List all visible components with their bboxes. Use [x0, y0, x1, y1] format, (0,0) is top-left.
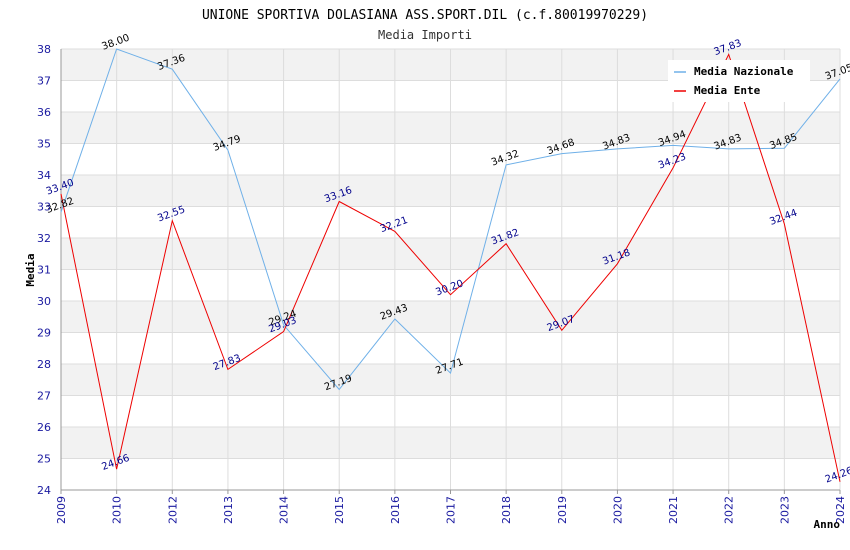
series-line-nazionale — [60, 48, 841, 391]
x-tick-label: 2023 — [778, 496, 791, 524]
y-tick-label: 36 — [37, 106, 51, 119]
y-tick-label: 30 — [37, 295, 51, 308]
x-tick-label: 2018 — [500, 496, 513, 524]
x-tick-label: 2012 — [166, 496, 179, 524]
y-tick-label: 28 — [37, 358, 51, 371]
legend-box — [668, 60, 810, 102]
legend: Media Nazionale Media Ente — [668, 60, 810, 102]
y-tick-label: 37 — [37, 75, 51, 88]
x-tick-label: 2014 — [278, 496, 291, 524]
x-tick-label: 2009 — [55, 496, 68, 524]
y-tick-label: 33 — [37, 201, 51, 214]
y-axis-label: Media — [24, 253, 37, 286]
x-tick-label: 2022 — [723, 496, 736, 524]
y-tick-label: 32 — [37, 232, 51, 245]
x-tick-label: 2013 — [222, 496, 235, 524]
x-axis-label: Anno — [814, 518, 841, 531]
tick-labels: 24 25 26 27 28 29 30 31 32 33 34 35 36 37 38 2009 2010 20… — [37, 43, 847, 524]
data-label-ente: 32.44 — [768, 208, 799, 228]
y-tick-label: 34 — [37, 169, 51, 182]
y-tick-label: 35 — [37, 138, 51, 151]
y-tick-label: 31 — [37, 264, 51, 277]
x-tick-label: 2010 — [111, 496, 124, 524]
y-tick-label: 27 — [37, 390, 51, 403]
chart-subtitle: Media Importi — [378, 28, 472, 42]
x-tick-label: 2017 — [445, 496, 458, 524]
y-tick-label: 26 — [37, 421, 51, 434]
x-tick-label: 2020 — [611, 496, 624, 524]
x-tick-label: 2021 — [667, 496, 680, 524]
data-label-nazionale: 34.32 — [490, 148, 521, 168]
data-label-ente: 32.21 — [379, 215, 410, 235]
y-tick-label: 38 — [37, 43, 51, 56]
y-tick-label: 24 — [37, 484, 51, 497]
chart-title: UNIONE SPORTIVA DOLASIANA ASS.SPORT.DIL … — [202, 8, 648, 23]
legend-label-ente: Media Ente — [694, 84, 761, 97]
x-tick-label: 2016 — [389, 496, 402, 524]
y-tick-label: 29 — [37, 327, 51, 340]
x-tick-label: 2024 — [834, 496, 847, 524]
legend-label-nazionale: Media Nazionale — [694, 65, 794, 78]
data-label-ente: 32.55 — [156, 204, 187, 224]
axes — [60, 49, 841, 494]
x-tick-label: 2019 — [556, 496, 569, 524]
x-tick-label: 2015 — [333, 496, 346, 524]
y-tick-label: 25 — [37, 453, 51, 466]
